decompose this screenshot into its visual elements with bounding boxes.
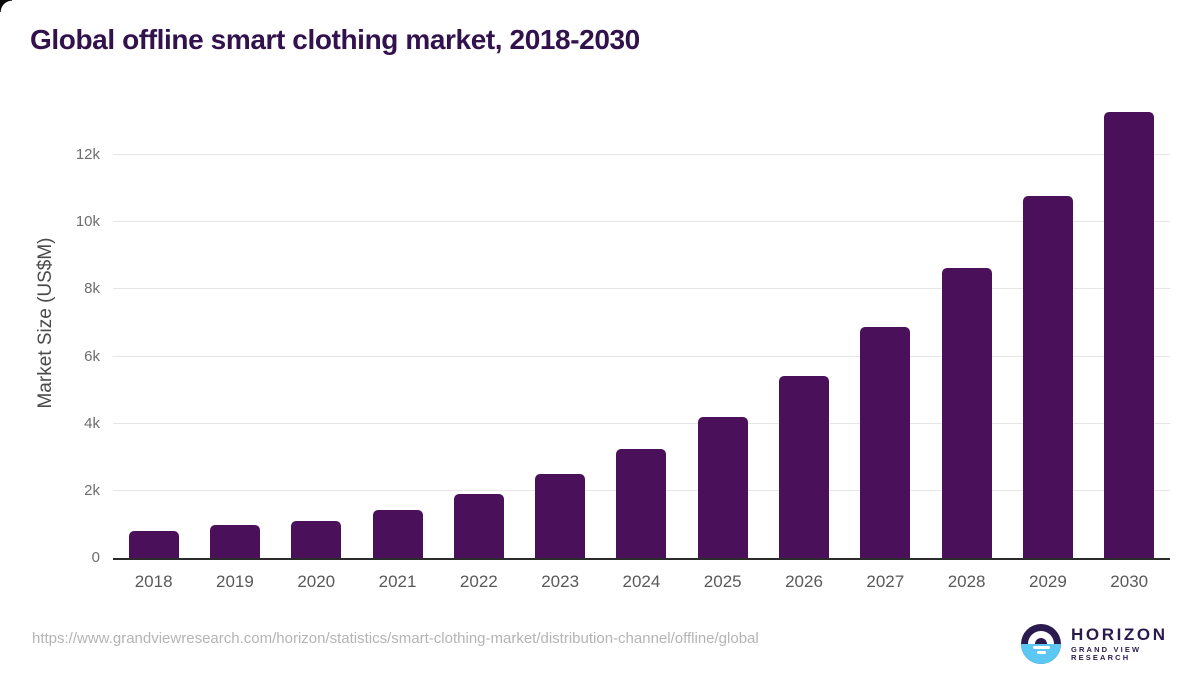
x-tick-label-2028: 2028 [947,572,986,591]
x-tick-label-2022: 2022 [459,572,498,591]
bar-2023[interactable] [535,474,586,558]
x-tick-label-2019: 2019 [216,572,254,591]
bar-2021[interactable] [372,510,423,558]
x-tick-label-2027: 2027 [866,572,905,591]
logo-text: HORIZON GRAND VIEW RESEARCH [1071,626,1200,662]
bar-2019[interactable] [209,525,260,558]
gridline-6k [113,355,1170,357]
bar-2020[interactable] [291,521,342,558]
screen-corner-artifact [0,0,12,12]
bar-2027[interactable] [860,326,911,558]
x-tick-label-2021: 2021 [378,572,417,591]
x-tick-label-2029: 2029 [1028,572,1067,591]
gridline-4k [113,422,1170,424]
bar-2024[interactable] [616,449,667,558]
y-tick-label-6k: 6k [84,347,100,365]
x-tick-label-2026: 2026 [785,572,823,591]
gridline-12k [113,154,1170,156]
bar-series [113,88,1170,558]
bar-2022[interactable] [453,494,504,558]
gridline-10k [113,221,1170,223]
bar-2018[interactable] [128,531,179,558]
y-axis-ticks: 0 2k 4k 6k 8k 10k 12k [0,88,100,566]
chart-title: Global offline smart clothing market, 20… [30,24,640,55]
gridline-8k [113,288,1170,290]
source-url: https://www.grandviewresearch.com/horizo… [32,630,759,647]
logo-brand: HORIZON [1071,625,1168,644]
y-tick-label-2k: 2k [84,481,100,499]
x-tick-label-2023: 2023 [541,572,580,591]
plot-area [113,88,1170,560]
logo-sub-brand: GRAND VIEW RESEARCH [1071,645,1142,662]
bar-2030[interactable] [1104,111,1155,558]
y-tick-label-0: 0 [91,549,100,566]
x-tick-label-2020: 2020 [297,572,336,591]
bar-2029[interactable] [1022,196,1073,558]
horizon-sunset-icon [1021,624,1061,664]
x-tick-label-2030: 2030 [1110,572,1149,591]
horizon-logo: HORIZON GRAND VIEW RESEARCH [1021,624,1200,664]
y-tick-label-10k: 10k [75,213,100,231]
x-tick-label-2025: 2025 [703,572,742,591]
bar-2026[interactable] [779,376,830,558]
y-tick-label-4k: 4k [84,414,100,432]
x-tick-label-2024: 2024 [622,572,661,591]
x-axis-labels: 2018 2019 2020 2021 2022 2023 2024 2025 2026 2027… [113,571,1170,593]
bar-2028[interactable] [941,267,992,558]
x-tick-label-2018: 2018 [134,572,173,591]
bar-2025[interactable] [697,417,748,558]
y-tick-label-8k: 8k [84,280,100,298]
y-tick-label-12k: 12k [75,146,100,164]
